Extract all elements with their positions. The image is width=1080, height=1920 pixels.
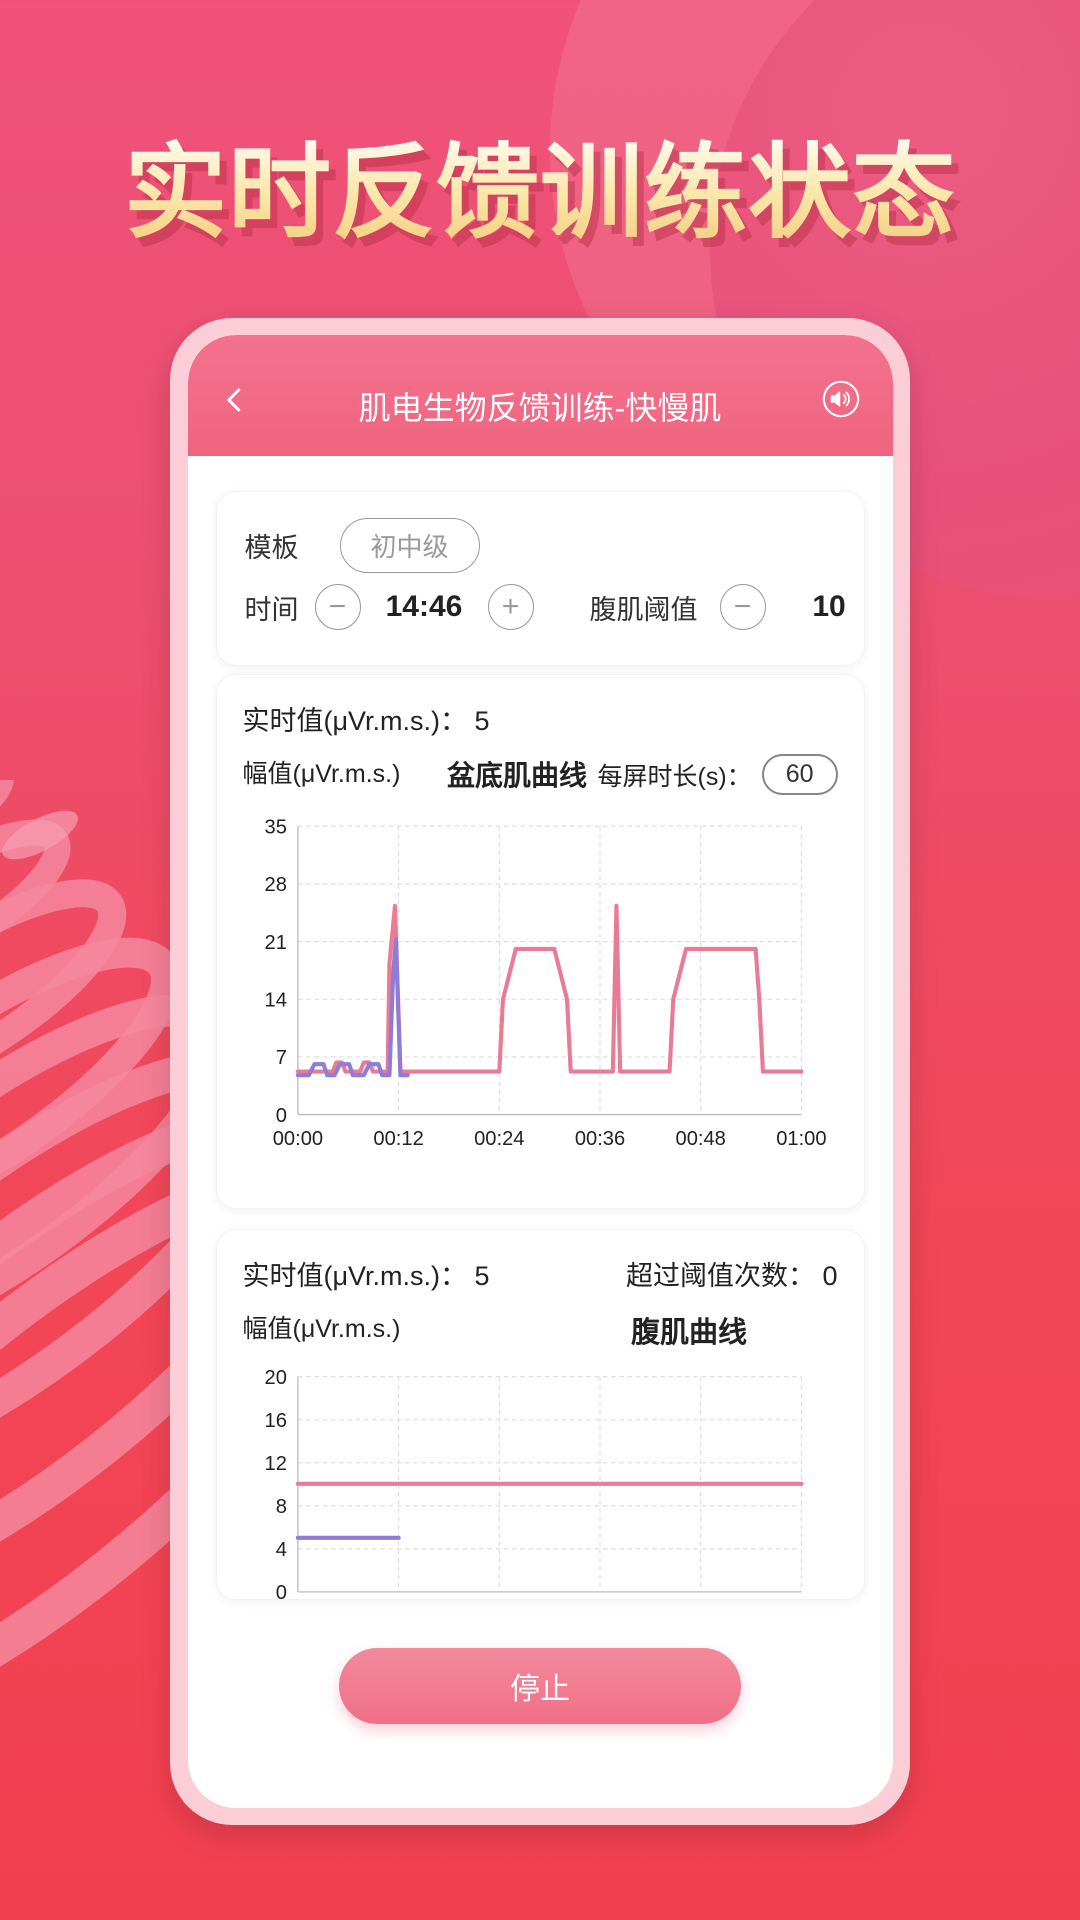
svg-text:16: 16 [264,1410,286,1432]
svg-text:28: 28 [264,874,286,896]
svg-text:12: 12 [264,1453,286,1475]
svg-text:00:48: 00:48 [675,1128,725,1150]
svg-text:0: 0 [275,1105,286,1127]
svg-text:00:00: 00:00 [272,1128,322,1150]
svg-text:00:36: 00:36 [574,1605,624,1607]
svg-text:00:00: 00:00 [272,1605,322,1607]
svg-text:00:24: 00:24 [474,1605,524,1607]
svg-text:01:00: 01:00 [776,1605,826,1607]
svg-text:21: 21 [264,932,286,954]
svg-text:01:00: 01:00 [776,1128,826,1150]
svg-text:00:12: 00:12 [373,1605,423,1607]
svg-text:14: 14 [264,990,286,1012]
svg-text:00:24: 00:24 [474,1128,524,1150]
svg-text:00:36: 00:36 [574,1128,624,1150]
svg-text:35: 35 [264,817,286,839]
svg-text:0: 0 [275,1582,286,1604]
svg-text:00:12: 00:12 [373,1128,423,1150]
svg-text:8: 8 [275,1496,286,1518]
svg-text:实时反馈训练状态: 实时反馈训练状态 [124,135,956,250]
svg-text:20: 20 [264,1367,286,1389]
svg-text:00:48: 00:48 [675,1605,725,1607]
svg-text:7: 7 [275,1047,286,1069]
svg-text:4: 4 [275,1539,286,1561]
